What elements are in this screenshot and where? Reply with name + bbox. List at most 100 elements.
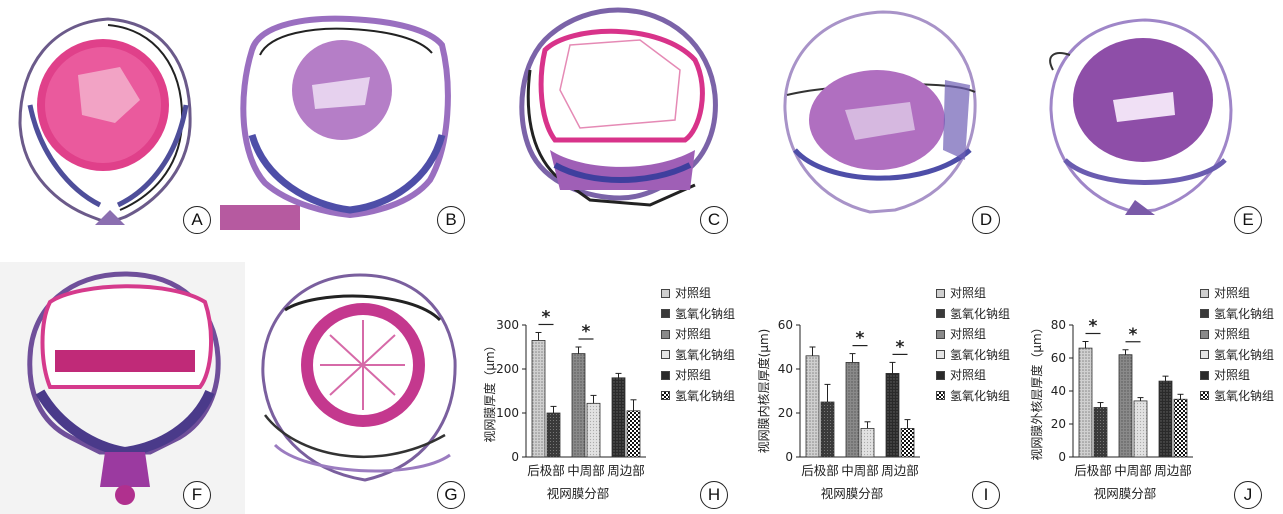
significance-mark: * <box>1089 317 1098 337</box>
legend-label: 氢氧化钠组 <box>1214 347 1275 362</box>
category-label: 中周部 <box>1114 463 1152 478</box>
y-tick-label: 80 <box>1051 318 1066 332</box>
panel-label-i: I <box>972 481 1000 509</box>
significance-mark: * <box>856 329 865 349</box>
legend-item: 氢氧化钠组 <box>1200 345 1274 366</box>
legend-label: 氢氧化钠组 <box>675 388 736 403</box>
legend-label: 氢氧化钠组 <box>950 347 1011 362</box>
legend-item: 对照组 <box>661 324 735 345</box>
significance-mark: * <box>582 322 591 342</box>
y-tick-label: 100 <box>496 406 519 420</box>
legend-item: 氢氧化钠组 <box>661 345 735 366</box>
y-axis-label: 视网膜厚度（μm） <box>482 339 497 442</box>
panel-label-j: J <box>1234 481 1262 509</box>
micrograph-d <box>783 10 977 214</box>
panel-label-d: D <box>972 206 1000 234</box>
legend-label: 对照组 <box>675 286 712 300</box>
legend-label: 对照组 <box>950 286 987 300</box>
legend-swatch <box>936 350 945 360</box>
legend-label: 对照组 <box>950 368 987 382</box>
y-tick-label: 200 <box>496 362 519 376</box>
y-tick-label: 40 <box>778 362 793 376</box>
legend-label: 氢氧化钠组 <box>675 347 736 362</box>
y-tick-label: 300 <box>496 318 519 332</box>
bar <box>1118 354 1133 458</box>
legend-label: 氢氧化钠组 <box>675 306 736 321</box>
legend-label: 对照组 <box>1214 286 1251 300</box>
y-tick-label: 20 <box>1051 417 1066 431</box>
bar <box>885 373 900 458</box>
bar <box>626 410 641 458</box>
bar <box>1133 400 1148 458</box>
legend-i: 对照组 氢氧化钠组 对照组 氢氧化钠组 对照组 氢氧化钠组 <box>936 283 1010 406</box>
legend-item: 对照组 <box>1200 283 1274 304</box>
legend-swatch <box>936 391 945 401</box>
legend-label: 对照组 <box>950 327 987 341</box>
legend-item: 对照组 <box>936 324 1010 345</box>
bar <box>805 355 820 458</box>
legend-label: 对照组 <box>675 368 712 382</box>
legend-item: 氢氧化钠组 <box>661 386 735 407</box>
legend-item: 氢氧化钠组 <box>936 345 1010 366</box>
y-axis-label: 视网膜内核层厚度(μm) <box>756 329 771 454</box>
bar <box>900 427 915 458</box>
y-tick-label: 0 <box>1058 450 1066 464</box>
legend-swatch <box>1200 329 1209 339</box>
micrograph-e <box>1049 18 1233 215</box>
panel-label-h: H <box>700 481 728 509</box>
legend-swatch <box>661 309 670 319</box>
chart-onl-thickness: 0 20 40 60 80 视网膜外核层厚度（μm） 视网膜分部 后极部 * 中周部 * 周边部 <box>1029 317 1193 500</box>
legend-item: 对照组 <box>936 283 1010 304</box>
legend-swatch <box>936 329 945 339</box>
micrograph-c <box>519 7 718 207</box>
bar <box>1093 407 1108 458</box>
legend-item: 对照组 <box>1200 365 1274 386</box>
bar <box>1158 380 1173 458</box>
y-tick-label: 60 <box>1051 351 1066 365</box>
y-tick-label: 20 <box>778 406 793 420</box>
panel-label-c: C <box>700 206 728 234</box>
category-label: 周边部 <box>1154 463 1192 478</box>
bar <box>860 427 875 458</box>
legend-swatch <box>1200 350 1209 360</box>
legend-swatch <box>1200 309 1209 319</box>
x-axis-label: 视网膜分部 <box>1094 486 1157 500</box>
panel-label-b: B <box>437 206 465 234</box>
legend-item: 氢氧化钠组 <box>936 304 1010 325</box>
legend-j: 对照组 氢氧化钠组 对照组 氢氧化钠组 对照组 氢氧化钠组 <box>1200 283 1274 406</box>
y-tick-label: 0 <box>511 450 519 464</box>
legend-item: 对照组 <box>661 365 735 386</box>
y-tick-label: 40 <box>1051 384 1066 398</box>
significance-mark: * <box>1129 325 1138 345</box>
legend-label: 氢氧化钠组 <box>950 306 1011 321</box>
category-label: 中周部 <box>567 463 605 478</box>
panel-label-a: A <box>183 206 211 234</box>
panel-label-f: F <box>183 481 211 509</box>
legend-swatch <box>661 288 670 298</box>
legend-swatch <box>661 350 670 360</box>
legend-swatch <box>661 370 670 380</box>
bar <box>531 340 546 458</box>
legend-label: 对照组 <box>1214 368 1251 382</box>
y-tick-label: 0 <box>785 450 793 464</box>
chart-inl-thickness: 0 20 40 60 视网膜内核层厚度(μm) 视网膜分部 后极部 中周部 * 周边部 * <box>756 318 920 500</box>
bar <box>611 377 626 458</box>
micrograph-g <box>261 273 457 482</box>
legend-label: 氢氧化钠组 <box>950 388 1011 403</box>
legend-h: 对照组 氢氧化钠组 对照组 氢氧化钠组 对照组 氢氧化钠组 <box>661 283 735 406</box>
legend-swatch <box>1200 370 1209 380</box>
category-label: 后极部 <box>801 463 839 478</box>
legend-item: 对照组 <box>936 365 1010 386</box>
category-label: 后极部 <box>527 463 565 478</box>
bar <box>546 412 561 458</box>
panel-label-e: E <box>1234 206 1262 234</box>
significance-mark: * <box>896 337 905 357</box>
micrograph-b <box>220 15 451 230</box>
legend-item: 氢氧化钠组 <box>1200 386 1274 407</box>
legend-item: 对照组 <box>661 283 735 304</box>
micrograph-a <box>18 17 192 225</box>
category-label: 周边部 <box>881 463 919 478</box>
category-label: 中周部 <box>841 463 879 478</box>
category-label: 后极部 <box>1074 463 1112 478</box>
bar <box>586 402 601 458</box>
